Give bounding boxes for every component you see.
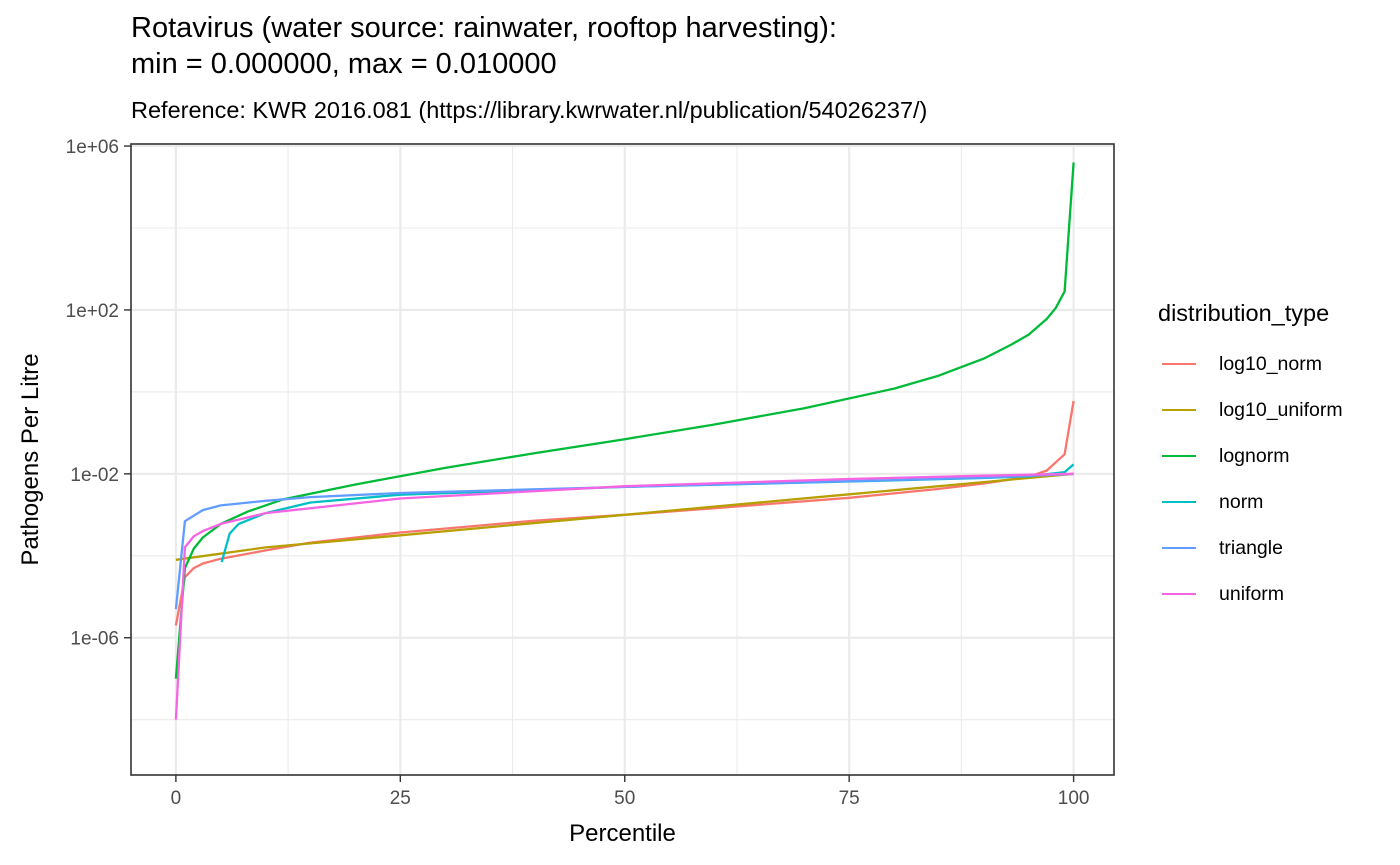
chart-subtitle: Reference: KWR 2016.081 (https://library… [131, 97, 928, 123]
x-tick-label: 100 [1058, 788, 1090, 809]
x-tick-label: 75 [839, 788, 860, 809]
y-tick-label: 1e+02 [66, 301, 119, 322]
legend-label: uniform [1219, 583, 1285, 605]
legend-label: log10_uniform [1219, 399, 1343, 421]
y-tick-label: 1e+06 [66, 137, 119, 158]
legend-label: norm [1219, 491, 1264, 513]
legend-title: distribution_type [1158, 300, 1330, 326]
legend-item-lognorm: lognorm [1158, 434, 1329, 480]
series-line-triangle [174, 472, 1074, 610]
legend-item-triangle: triangle [1158, 526, 1329, 572]
series-line-uniform [174, 472, 1074, 720]
y-tick-label: 1e-02 [70, 465, 119, 486]
legend: distribution_type log10_norm log10_unifor… [1158, 298, 1343, 618]
legend-item-log10_norm: log10_norm [1158, 342, 1329, 388]
chart-title: Rotavirus (water source: rainwater, roof… [131, 12, 837, 80]
series-line-log10_uniform [175, 472, 1074, 561]
legend-key [1162, 547, 1196, 550]
legend-key [1162, 501, 1196, 504]
legend-item-log10_uniform: log10_uniform [1158, 388, 1343, 434]
series-line-lognorm [174, 162, 1075, 679]
plot-panel [131, 144, 1114, 775]
legend-key [1162, 593, 1196, 596]
x-tick-label: 25 [390, 788, 411, 809]
y-axis-label: Pathogens Per Litre [17, 353, 44, 565]
legend-key [1162, 455, 1196, 458]
legend-label: triangle [1219, 537, 1283, 559]
legend-key [1162, 409, 1196, 412]
legend-label: lognorm [1219, 445, 1290, 467]
legend-item-uniform: uniform [1158, 572, 1329, 618]
legend-item-norm: norm [1158, 480, 1329, 526]
plot-border [130, 143, 1115, 776]
x-tick-label: 50 [614, 788, 635, 809]
y-tick-label: 1e-06 [70, 629, 119, 650]
legend-label: log10_norm [1219, 353, 1322, 375]
legend-key [1162, 363, 1196, 366]
x-axis-label: Percentile [569, 820, 676, 847]
x-tick-label: 0 [171, 788, 182, 809]
